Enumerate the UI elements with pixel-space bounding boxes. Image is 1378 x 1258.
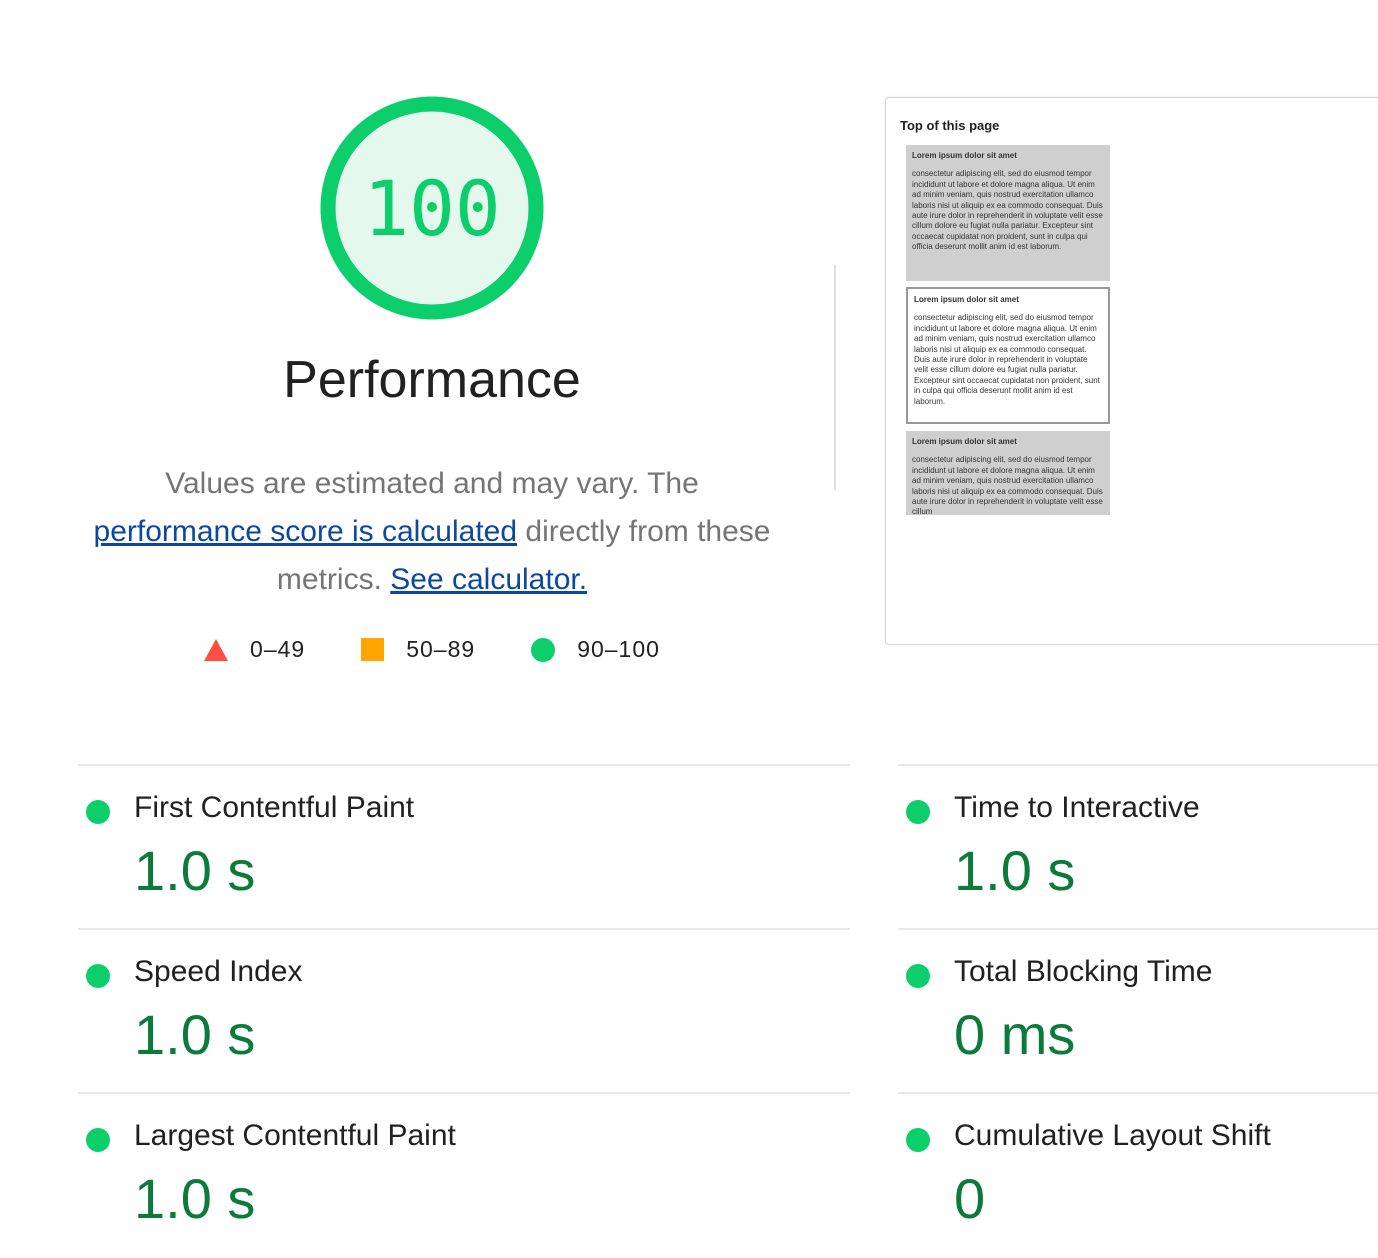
category-title: Performance xyxy=(283,351,581,409)
metric-title: First Contentful Paint xyxy=(134,791,415,824)
legend-label: 0–49 xyxy=(250,636,306,662)
score-gauge-ring xyxy=(320,96,544,320)
block-body: consectetur adipiscing elit, sed do eius… xyxy=(914,313,1100,406)
block-title: Lorem ipsum dolor sit amet xyxy=(914,295,1019,304)
screenshot-block: Lorem ipsum dolor sit amet consectetur ad… xyxy=(906,145,1110,281)
metric-title: Cumulative Layout Shift xyxy=(954,1119,1271,1152)
metric-title: Speed Index xyxy=(134,955,303,988)
screenshot-block: Lorem ipsum dolor sit amet consectetur ad… xyxy=(906,287,1110,424)
pass-circle-icon xyxy=(86,800,110,824)
pass-circle-icon xyxy=(86,964,110,988)
block-body: consectetur adipiscing elit, sed do eius… xyxy=(912,169,1103,252)
metric-value: 1.0 s xyxy=(954,839,1076,902)
block-title: Lorem ipsum dolor sit amet xyxy=(912,151,1017,160)
metric-value: 1.0 s xyxy=(134,839,256,902)
score-value: 100 xyxy=(363,163,501,253)
see-calculator-link[interactable]: See calculator. xyxy=(390,563,588,596)
square-icon xyxy=(361,638,385,661)
block-body: consectetur adipiscing elit, sed do eius… xyxy=(912,455,1103,515)
legend-label: 50–89 xyxy=(406,636,476,662)
page-screenshot[interactable]: Top of this page Lorem ipsum dolor sit a… xyxy=(885,97,1378,645)
legend-label: 90–100 xyxy=(577,636,660,662)
pass-circle-icon xyxy=(906,964,930,988)
pass-circle-icon xyxy=(906,800,930,824)
description-text: directly from these metrics. xyxy=(276,515,771,596)
legend-pass: 90–100 xyxy=(531,636,660,663)
legend-fail: 0–49 xyxy=(204,636,305,663)
metric-cumulative-layout-shift: Cumulative Layout Shift 0 xyxy=(898,1092,1378,1258)
metric-speed-index: Speed Index 1.0 s xyxy=(78,928,850,1094)
metric-value: 0 xyxy=(954,1167,986,1230)
metric-value: 1.0 s xyxy=(134,1003,256,1066)
description-text: Values are estimated and may vary. The xyxy=(165,467,699,500)
metric-title: Total Blocking Time xyxy=(954,955,1213,988)
metric-largest-contentful-paint: Largest Contentful Paint 1.0 s xyxy=(78,1092,850,1258)
metric-value: 0 ms xyxy=(954,1003,1076,1066)
metric-title: Largest Contentful Paint xyxy=(134,1119,456,1152)
block-title: Lorem ipsum dolor sit amet xyxy=(912,437,1017,446)
screenshot-heading: Top of this page xyxy=(900,118,1000,133)
score-legend: 0–49 50–89 90–100 xyxy=(0,636,864,663)
pass-circle-icon xyxy=(906,1128,930,1152)
metric-time-to-interactive: Time to Interactive 1.0 s xyxy=(898,764,1378,930)
score-gauge xyxy=(320,96,544,320)
circle-icon xyxy=(531,637,556,662)
metric-total-blocking-time: Total Blocking Time 0 ms xyxy=(898,928,1378,1094)
score-description: Values are estimated and may vary. The p… xyxy=(92,460,772,604)
metric-title: Time to Interactive xyxy=(954,791,1200,824)
divider xyxy=(834,265,836,490)
metric-value: 1.0 s xyxy=(134,1167,256,1230)
pass-circle-icon xyxy=(86,1128,110,1152)
triangle-icon xyxy=(204,638,229,661)
metric-first-contentful-paint: First Contentful Paint 1.0 s xyxy=(78,764,850,930)
score-calculated-link[interactable]: performance score is calculated xyxy=(93,515,518,548)
screenshot-block: Lorem ipsum dolor sit amet consectetur ad… xyxy=(906,431,1110,515)
legend-average: 50–89 xyxy=(361,636,475,663)
